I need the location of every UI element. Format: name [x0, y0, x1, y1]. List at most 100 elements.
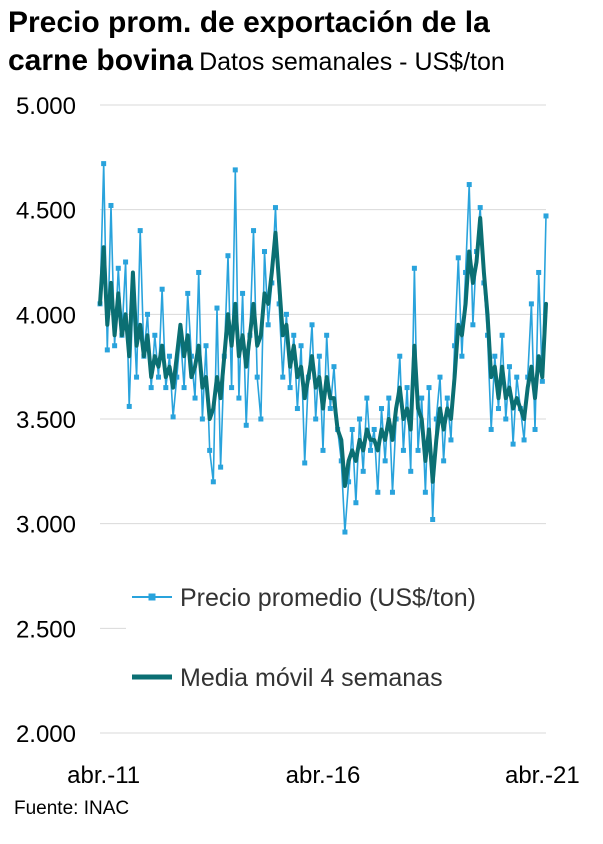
moving-average-line: [98, 216, 548, 488]
price-point: [199, 416, 205, 422]
price-point: [262, 249, 268, 255]
price-point: [441, 458, 447, 464]
y-tick-label: 4.000: [16, 302, 76, 329]
price-point: [265, 322, 271, 328]
price-point: [291, 332, 297, 338]
x-tick-label: abr.-16: [286, 762, 361, 789]
y-tick-label: 2.000: [16, 721, 76, 748]
x-axis: abr.-11 abr.-16 abr.-21: [67, 762, 580, 789]
price-point: [243, 422, 249, 428]
price-point: [375, 489, 381, 495]
price-point: [408, 468, 414, 474]
price-point: [470, 322, 476, 328]
price-point: [452, 343, 458, 349]
price-point: [353, 500, 359, 506]
price-point: [495, 406, 501, 412]
price-point: [386, 395, 392, 401]
price-point: [112, 343, 118, 349]
price-point: [313, 416, 319, 422]
price-point: [433, 416, 439, 422]
price-point: [207, 447, 213, 453]
legend: Precio promedio (US$/ton) Media móvil 4 s…: [126, 566, 546, 692]
price-point: [528, 301, 534, 307]
price-point: [155, 374, 161, 380]
price-point: [371, 426, 377, 432]
price-point: [532, 426, 538, 432]
price-point: [506, 364, 512, 370]
price-point: [166, 353, 172, 359]
price-point: [214, 305, 220, 311]
chart-title: Precio prom. de exportación de la carne …: [8, 4, 598, 81]
price-point: [510, 441, 516, 447]
price-point: [466, 182, 472, 188]
price-point: [170, 414, 176, 420]
price-point: [514, 374, 520, 380]
price-point: [251, 228, 257, 234]
price-point: [316, 353, 322, 359]
price-point: [115, 265, 121, 271]
price-point: [254, 374, 260, 380]
price-point: [163, 385, 169, 391]
price-point: [287, 385, 293, 391]
price-point: [145, 311, 151, 317]
y-tick-label: 5.000: [16, 93, 76, 120]
price-point: [181, 385, 187, 391]
price-point: [148, 385, 154, 391]
price-point: [382, 458, 388, 464]
price-point: [404, 385, 410, 391]
price-point: [397, 353, 403, 359]
price-point: [521, 437, 527, 443]
price-point: [539, 378, 545, 384]
price-point: [134, 374, 140, 380]
price-point: [444, 395, 450, 401]
price-point: [320, 447, 326, 453]
price-point: [331, 364, 337, 370]
legend-price-marker: [148, 593, 156, 601]
price-point: [419, 395, 425, 401]
price-point: [364, 395, 370, 401]
legend-background: [126, 566, 546, 692]
x-tick-label: abr.-11: [67, 762, 140, 789]
price-point: [327, 406, 333, 412]
price-point: [229, 385, 235, 391]
price-point: [477, 205, 483, 211]
price-point: [152, 332, 158, 338]
price-point: [280, 374, 286, 380]
price-point: [309, 322, 315, 328]
price-point: [104, 347, 110, 353]
y-tick-label: 2.500: [16, 616, 76, 643]
price-point: [302, 460, 308, 466]
price-point: [283, 311, 289, 317]
price-point: [455, 255, 461, 261]
price-point: [437, 374, 443, 380]
y-axis: 2.000 2.500 3.000 3.500 4.000 4.500 5.000: [16, 93, 76, 748]
price-point: [324, 332, 330, 338]
price-point: [426, 385, 432, 391]
price-point: [342, 529, 348, 535]
price-point: [236, 395, 242, 401]
price-point: [137, 228, 143, 234]
series-moving-average: [98, 216, 548, 488]
price-point: [126, 403, 132, 409]
price-point: [346, 479, 352, 485]
y-tick-label: 3.000: [16, 512, 76, 539]
price-point: [174, 374, 180, 380]
price-point: [349, 426, 355, 432]
price-point: [503, 416, 509, 422]
price-point: [123, 259, 129, 265]
price-point: [448, 437, 454, 443]
price-point: [357, 416, 363, 422]
price-point: [210, 479, 216, 485]
price-point: [159, 286, 165, 292]
price-point: [272, 205, 278, 211]
price-point: [400, 447, 406, 453]
price-point: [185, 290, 191, 296]
price-point: [378, 406, 384, 412]
price-point: [459, 353, 465, 359]
x-tick-label: abr.-21: [505, 762, 580, 789]
y-tick-label: 4.500: [16, 198, 76, 225]
y-tick-label: 3.500: [16, 407, 76, 434]
price-point: [203, 343, 209, 349]
price-point: [232, 167, 238, 173]
